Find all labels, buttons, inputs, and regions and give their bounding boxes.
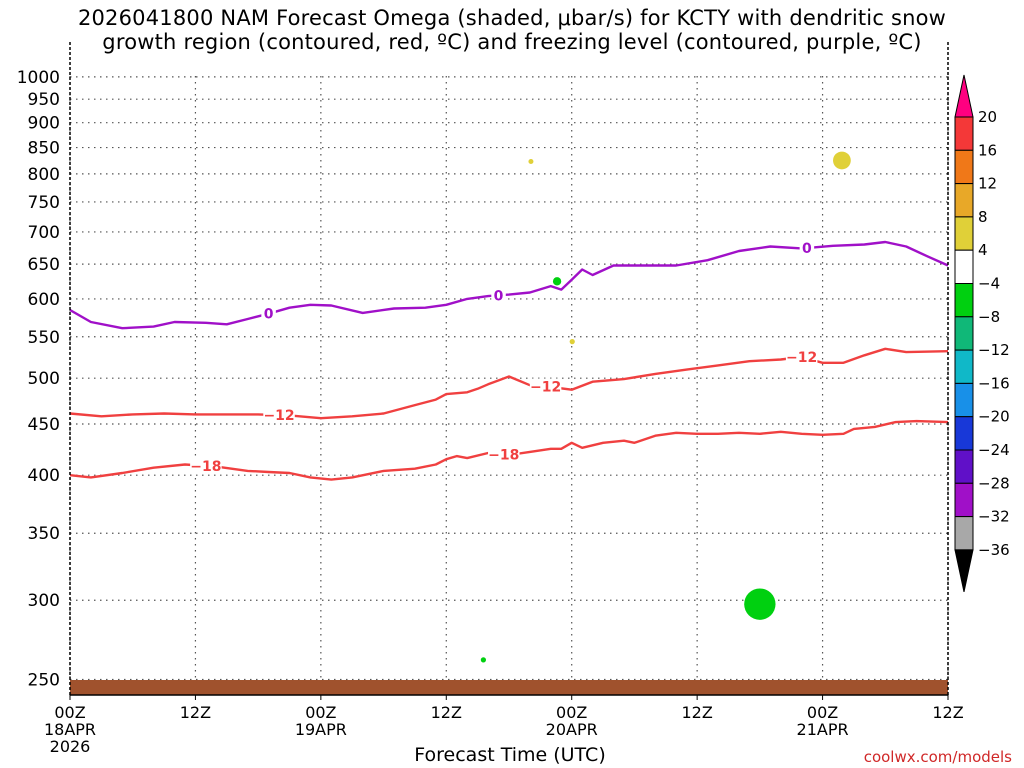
- contour-label: −12: [263, 408, 294, 424]
- contour-label: −18: [190, 459, 221, 475]
- colorbar-segment: [954, 449, 974, 484]
- y-tick-label: 300: [28, 591, 60, 611]
- colorbar-segment: [954, 116, 974, 151]
- x-tick-label: 18APR: [44, 720, 96, 739]
- colorbar-arrow-top: [954, 74, 974, 118]
- y-tick-label: 1000: [17, 68, 60, 88]
- y-tick-label: 550: [28, 328, 60, 348]
- y-tick-label: 450: [28, 415, 60, 435]
- contour-label: 0: [802, 241, 812, 257]
- y-tick-label: 400: [28, 466, 60, 486]
- x-tick-label: 00Z: [305, 703, 336, 722]
- chart-title: 2026041800 NAM Forecast Omega (shaded, μ…: [0, 6, 1024, 54]
- x-axis-title: Forecast Time (UTC): [414, 744, 606, 766]
- contour-label-bg: [263, 407, 295, 424]
- omega-region: [833, 151, 851, 170]
- y-tick-label: 500: [28, 369, 60, 389]
- colorbar-label: −20: [978, 408, 1010, 426]
- colorbar-label: −36: [978, 541, 1010, 559]
- colorbar-label: −28: [978, 474, 1010, 492]
- colorbar-label: −32: [978, 508, 1010, 526]
- contour-line: [70, 419, 948, 481]
- colorbar-segment: [954, 482, 974, 518]
- y-tick-label: 900: [28, 114, 60, 134]
- x-tick-label: 12Z: [932, 703, 963, 722]
- x-tick-label: 21APR: [797, 720, 849, 739]
- y-tick-label: 700: [28, 223, 60, 243]
- y-tick-label: 600: [28, 290, 60, 310]
- colorbar-label: −12: [978, 341, 1010, 359]
- x-tick-label: 12Z: [431, 703, 462, 722]
- x-tick-label: 2026: [50, 737, 91, 756]
- contour-label-bg: [261, 305, 276, 322]
- x-tick-label: 00Z: [556, 703, 587, 722]
- colorbar-label: 4: [978, 241, 988, 259]
- contour-label-bg: [529, 378, 562, 395]
- contour-label-bg: [785, 348, 818, 365]
- contour-label-bg: [190, 457, 222, 474]
- chart-title-line1: 2026041800 NAM Forecast Omega (shaded, μ…: [77, 6, 947, 30]
- x-tick-label: 00Z: [807, 703, 838, 722]
- y-tick-label: 350: [28, 524, 60, 544]
- y-tick-label: 750: [28, 193, 60, 213]
- x-tick-label: 19APR: [295, 720, 347, 739]
- colorbar-label: −16: [978, 374, 1010, 392]
- colorbar-segment: [954, 516, 974, 551]
- omega-region: [744, 588, 776, 620]
- colorbar-segment: [954, 149, 974, 185]
- colorbar-segment: [954, 382, 974, 418]
- chart-title-line2: growth region (contoured, red, ºC) and f…: [102, 30, 922, 54]
- contour-label: 0: [494, 288, 504, 304]
- x-tick-label: 12Z: [681, 703, 712, 722]
- colorbar-segment: [954, 249, 974, 284]
- omega-region: [480, 657, 487, 663]
- colorbar-segment: [954, 349, 974, 384]
- contour-label-bg: [799, 239, 815, 256]
- colorbar-label: −8: [978, 308, 1000, 326]
- omega-region: [552, 277, 562, 286]
- colorbar-label: 12: [978, 175, 997, 193]
- colorbar-segment: [954, 216, 974, 251]
- contour-label: −12: [786, 350, 817, 366]
- colorbar-label: 20: [978, 108, 997, 126]
- contour-label: 0: [264, 307, 274, 323]
- surface-terrain: [70, 680, 948, 695]
- x-tick-label: 20APR: [546, 720, 598, 739]
- y-tick-label: 250: [28, 671, 60, 691]
- colorbar-segment: [954, 416, 974, 451]
- y-tick-label: 850: [28, 139, 60, 159]
- omega-region: [528, 158, 534, 164]
- y-tick-label: 950: [28, 90, 60, 110]
- contour-label: −12: [530, 380, 561, 396]
- colorbar-label: 16: [978, 141, 997, 159]
- contour-label: −18: [488, 448, 519, 464]
- credit-link[interactable]: coolwx.com/models: [863, 748, 1012, 766]
- contour-line: [70, 240, 948, 330]
- colorbar-label: 8: [978, 208, 988, 226]
- omega-region: [569, 339, 575, 345]
- y-tick-label: 800: [28, 165, 60, 185]
- colorbar-label: −4: [978, 275, 1000, 293]
- y-tick-label: 650: [28, 255, 60, 275]
- x-tick-label: 00Z: [54, 703, 85, 722]
- colorbar-segment: [954, 316, 974, 351]
- colorbar-label: −24: [978, 441, 1010, 459]
- x-tick-label: 12Z: [180, 703, 211, 722]
- colorbar-segment: [954, 283, 974, 318]
- contour-label-bg: [491, 287, 506, 304]
- contour-label-bg: [488, 446, 520, 463]
- colorbar-segment: [954, 183, 974, 218]
- omega-region: [527, 728, 533, 734]
- colorbar-arrow-bottom: [954, 549, 974, 593]
